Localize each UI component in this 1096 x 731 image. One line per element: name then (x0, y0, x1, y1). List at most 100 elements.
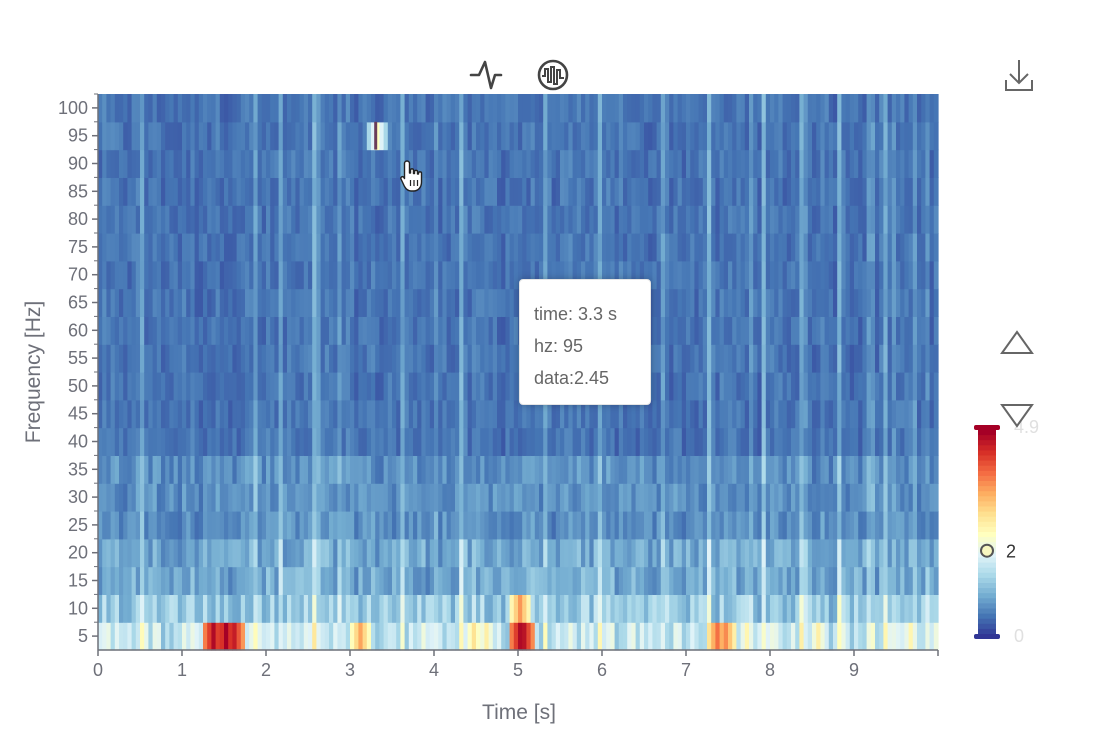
heatmap-cell[interactable] (173, 344, 179, 373)
heatmap-cell[interactable] (228, 399, 233, 429)
heatmap-cell[interactable] (900, 288, 905, 317)
heatmap-cell[interactable] (904, 399, 910, 429)
heatmap-cell[interactable] (182, 622, 187, 651)
heatmap-cell[interactable] (417, 622, 422, 651)
heatmap-cell[interactable] (182, 233, 187, 262)
heatmap-cell[interactable] (757, 316, 763, 345)
heatmap-cell[interactable] (152, 372, 158, 401)
heatmap-cell[interactable] (245, 511, 250, 540)
heatmap-cell[interactable] (245, 149, 250, 178)
heatmap-cell[interactable] (135, 121, 141, 151)
heatmap-cell[interactable] (681, 511, 687, 540)
heatmap-cell[interactable] (774, 121, 779, 151)
heatmap-cell[interactable] (858, 566, 863, 595)
heatmap-cell[interactable] (358, 511, 364, 540)
heatmap-cell[interactable] (429, 566, 435, 595)
heatmap-cell[interactable] (413, 455, 418, 484)
heatmap-cell[interactable] (446, 372, 452, 401)
heatmap-cell[interactable] (316, 316, 322, 345)
heatmap-cell[interactable] (270, 121, 275, 151)
heatmap-cell[interactable] (492, 427, 498, 456)
heatmap-cell[interactable] (140, 205, 145, 234)
heatmap-cell[interactable] (295, 511, 301, 540)
heatmap-cell[interactable] (648, 94, 653, 123)
heatmap-cell[interactable] (316, 344, 322, 373)
heatmap-cell[interactable] (530, 455, 536, 484)
heatmap-cell[interactable] (799, 177, 805, 206)
heatmap-cell[interactable] (912, 233, 918, 262)
heatmap-cell[interactable] (102, 511, 107, 540)
heatmap-cell[interactable] (337, 233, 343, 262)
heatmap-cell[interactable] (354, 177, 359, 206)
heatmap-cell[interactable] (908, 511, 914, 540)
heatmap-cell[interactable] (110, 233, 116, 262)
heatmap-cell[interactable] (631, 622, 637, 651)
heatmap-cell[interactable] (896, 372, 901, 401)
heatmap-cell[interactable] (854, 511, 859, 540)
heatmap-cell[interactable] (190, 177, 196, 206)
heatmap-cell[interactable] (522, 94, 527, 123)
heatmap-cell[interactable] (274, 594, 280, 623)
heatmap-cell[interactable] (656, 566, 662, 595)
heatmap-cell[interactable] (329, 399, 334, 429)
heatmap-cell[interactable] (350, 399, 355, 429)
heatmap-cell[interactable] (135, 316, 141, 345)
heatmap-cell[interactable] (526, 538, 532, 568)
heatmap-cell[interactable] (522, 594, 527, 623)
heatmap-cell[interactable] (694, 566, 700, 595)
heatmap-cell[interactable] (362, 260, 368, 290)
heatmap-cell[interactable] (896, 121, 901, 151)
heatmap-cell[interactable] (581, 233, 586, 262)
heatmap-cell[interactable] (656, 455, 662, 484)
heatmap-cell[interactable] (228, 121, 233, 151)
heatmap-cell[interactable] (891, 260, 897, 290)
heatmap-cell[interactable] (602, 260, 607, 290)
heatmap-cell[interactable] (488, 511, 494, 540)
heatmap-cell[interactable] (341, 427, 347, 456)
heatmap-cell[interactable] (669, 594, 674, 623)
heatmap-cell[interactable] (723, 622, 729, 651)
heatmap-cell[interactable] (509, 205, 515, 234)
heatmap-cell[interactable] (186, 455, 191, 484)
heatmap-cell[interactable] (644, 94, 649, 123)
heatmap-cell[interactable] (240, 149, 246, 178)
heatmap-cell[interactable] (723, 427, 729, 456)
heatmap-cell[interactable] (337, 94, 343, 123)
heatmap-cell[interactable] (526, 511, 532, 540)
heatmap-cell[interactable] (152, 594, 158, 623)
heatmap-cell[interactable] (606, 427, 611, 456)
heatmap-cell[interactable] (434, 538, 439, 568)
heatmap-cell[interactable] (866, 455, 872, 484)
heatmap-cell[interactable] (303, 94, 309, 123)
heatmap-cell[interactable] (551, 538, 557, 568)
heatmap-cell[interactable] (858, 260, 863, 290)
heatmap-cell[interactable] (463, 455, 469, 484)
heatmap-cell[interactable] (870, 455, 876, 484)
heatmap-cell[interactable] (757, 427, 763, 456)
heatmap-cell[interactable] (921, 399, 926, 429)
heatmap-cell[interactable] (253, 149, 259, 178)
heatmap-cell[interactable] (455, 511, 460, 540)
heatmap-cell[interactable] (350, 372, 355, 401)
heatmap-cell[interactable] (870, 344, 876, 373)
heatmap-cell[interactable] (211, 316, 217, 345)
heatmap-cell[interactable] (757, 260, 763, 290)
heatmap-cell[interactable] (282, 233, 288, 262)
heatmap-cell[interactable] (114, 260, 120, 290)
heatmap-cell[interactable] (812, 455, 817, 484)
heatmap-cell[interactable] (287, 233, 292, 262)
heatmap-cell[interactable] (765, 483, 771, 512)
heatmap-cell[interactable] (539, 594, 544, 623)
heatmap-cell[interactable] (908, 205, 914, 234)
heatmap-cell[interactable] (135, 594, 141, 623)
heatmap-cell[interactable] (442, 372, 448, 401)
heatmap-cell[interactable] (266, 538, 271, 568)
heatmap-cell[interactable] (866, 538, 872, 568)
heatmap-cell[interactable] (224, 455, 229, 484)
heatmap-cell[interactable] (652, 622, 658, 651)
heatmap-cell[interactable] (757, 538, 763, 568)
heatmap-cell[interactable] (455, 594, 460, 623)
heatmap-cell[interactable] (618, 511, 624, 540)
heatmap-cell[interactable] (547, 399, 553, 429)
heatmap-cell[interactable] (782, 511, 788, 540)
